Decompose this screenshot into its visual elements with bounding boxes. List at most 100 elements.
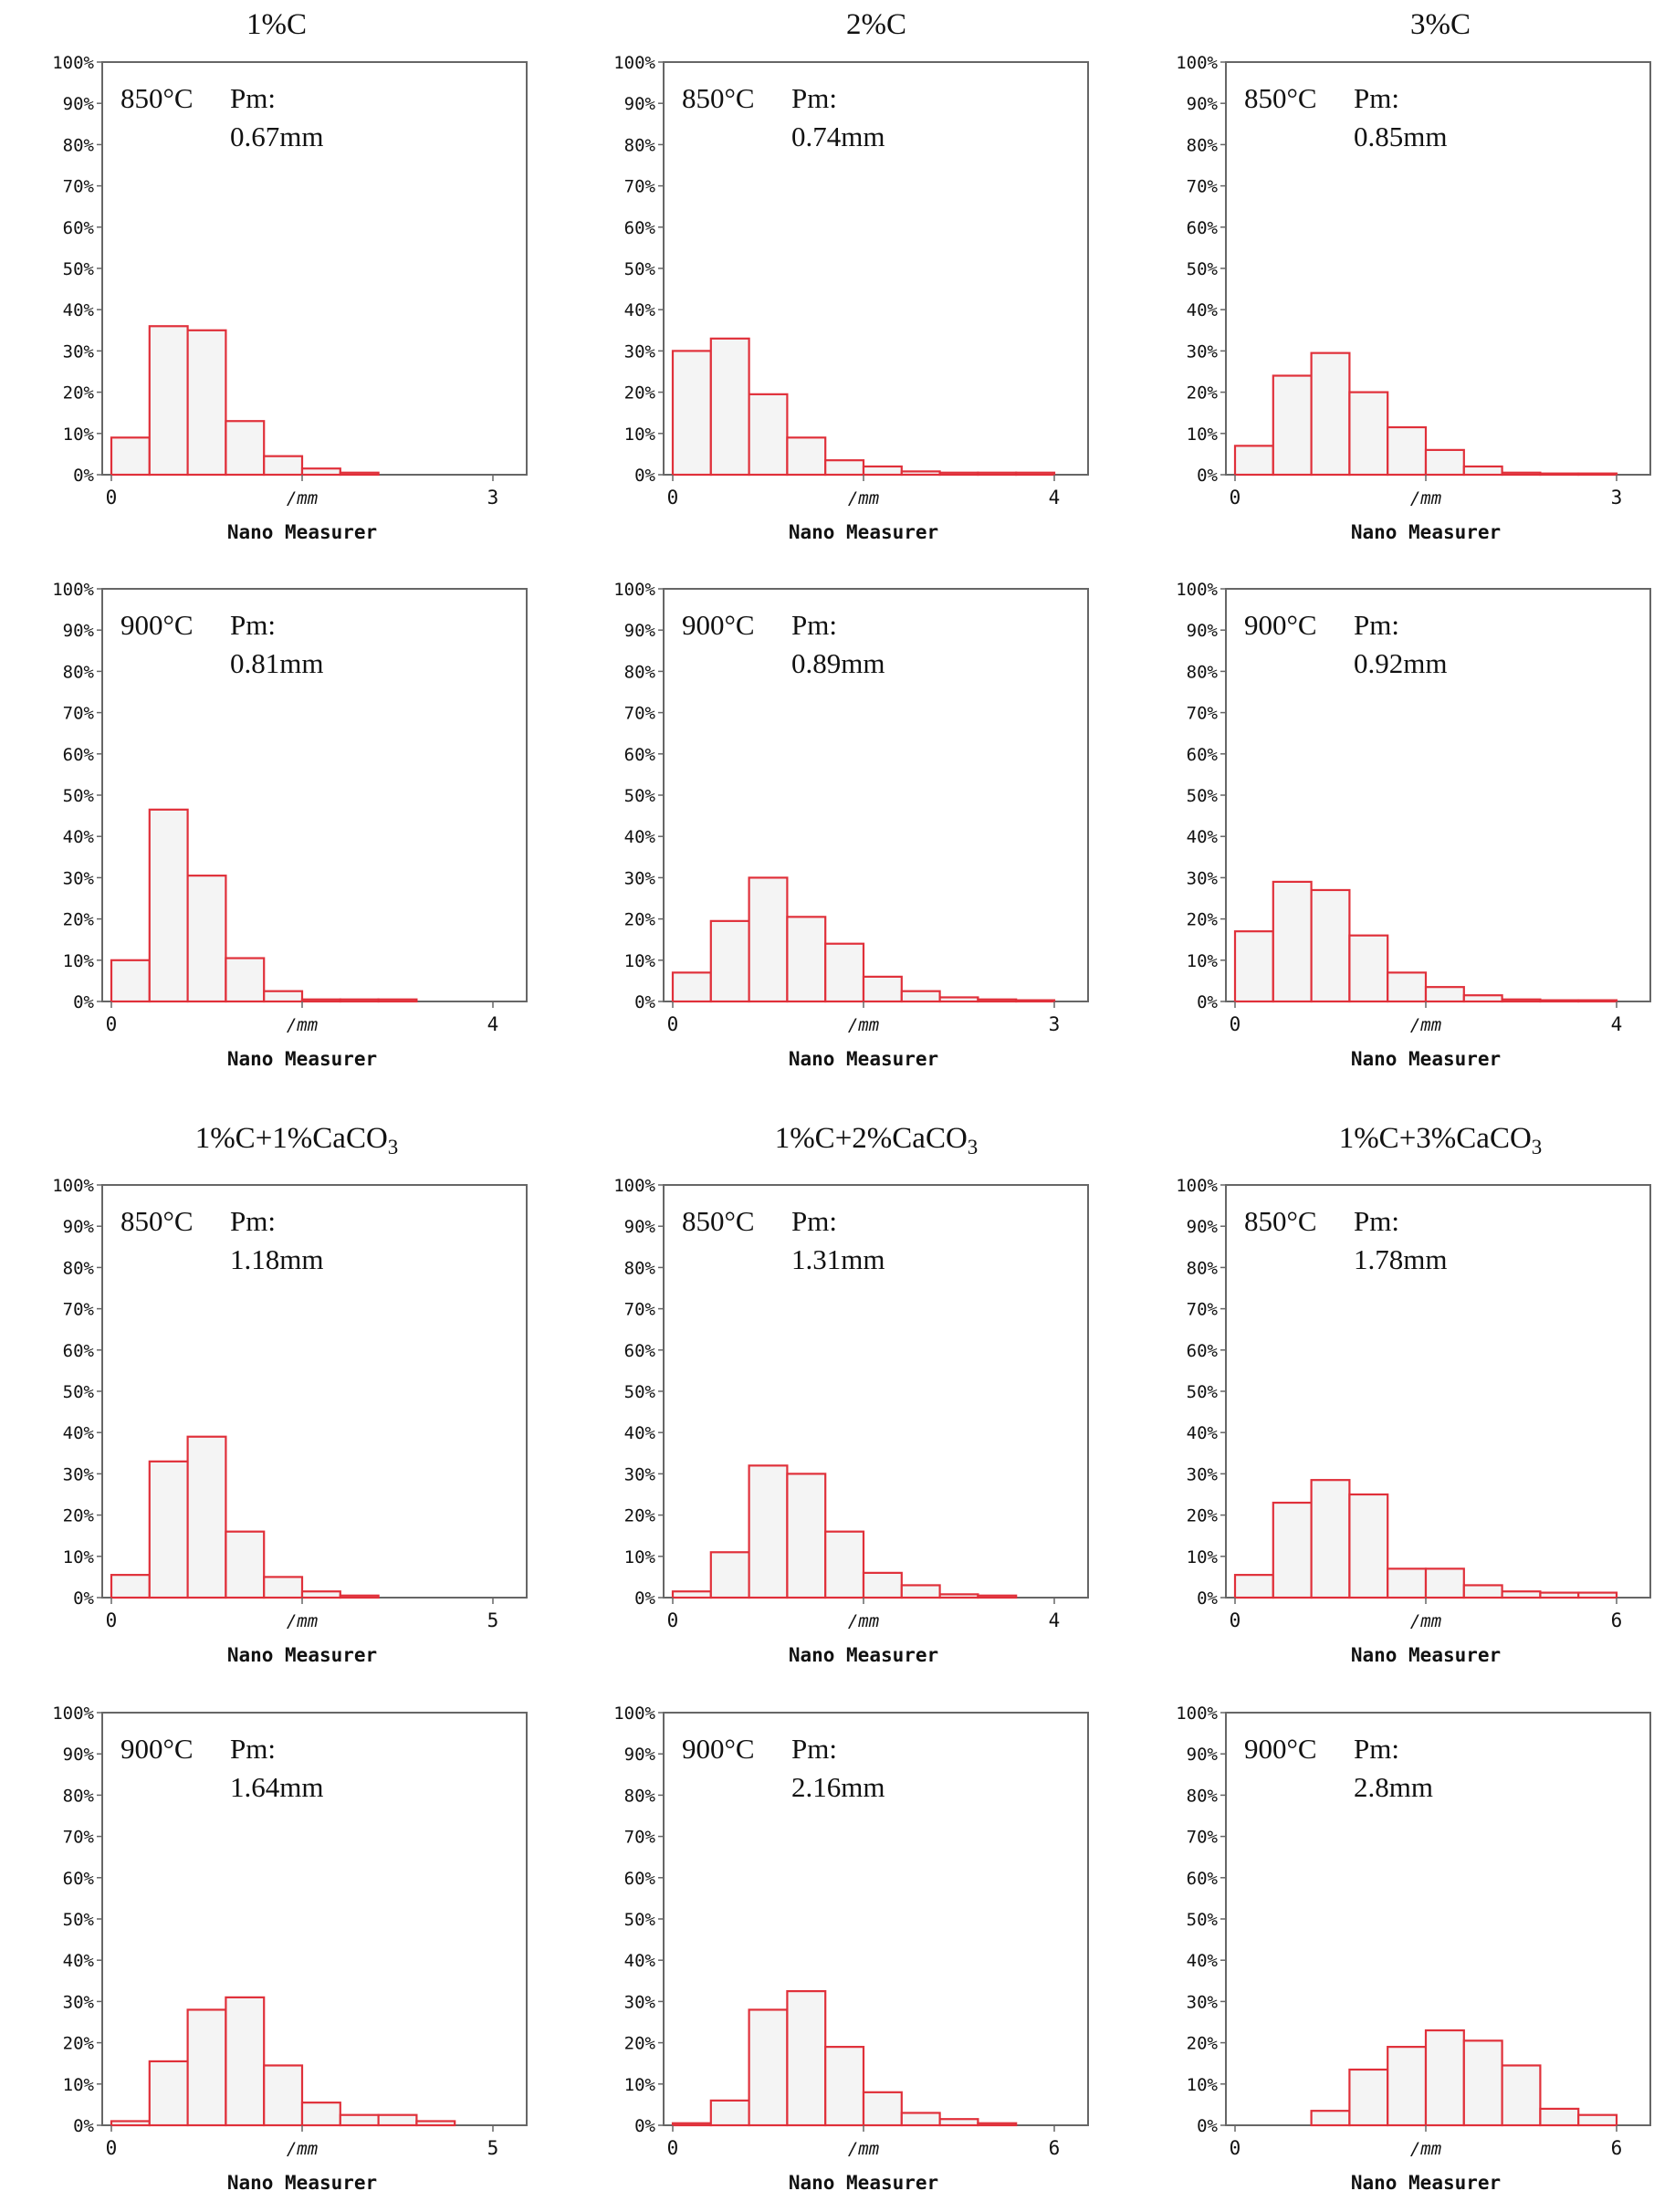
y-tick-label: 70% [63,1828,95,1848]
histogram-panel: 0% 10% 20% 30% 40% 50% 60% 70% 80% 90% 100% 0 4/mm Na… [613,53,1089,543]
y-tick-label: 0% [73,992,94,1012]
y-tick-label: 30% [1187,1992,1219,2012]
y-tick-label: 90% [63,621,95,641]
histogram-bar [186,329,227,477]
x-unit-label: /mm [287,1611,318,1631]
x-unit-label: /mm [1410,488,1441,508]
x-tick-label: 4 [1611,1013,1623,1035]
histogram-bar [225,1530,266,1599]
x-unit-label: /mm [287,1015,318,1035]
histogram-panels: 0%10%20%30%40%50%60%70%80%90%100%0 3/mmNa… [52,53,1651,2194]
y-tick-label: 100% [613,580,655,600]
histogram-bar [862,1571,903,1599]
histogram-panel: 0% 10% 20% 30% 40% 50% 60% 70% 80% 90% 100% 0 5/mm Na… [52,1176,528,1666]
temperature-label: 900°C [682,609,755,641]
x-axis-label: Nano Measurer [1351,1048,1501,1070]
x-tick-label: 0 [667,2137,679,2159]
y-tick-label: 90% [624,94,656,114]
pm-value: 1.31mm [791,1243,885,1275]
y-tick-label: 0% [1197,1588,1218,1609]
histogram-bar [938,471,979,477]
y-tick-label: 100% [52,53,94,73]
histogram-bar [1462,465,1503,477]
histogram-panel: 0% 10% 20% 30% 40% 50% 60% 70% 80% 90% 100% 0 3/mm Na… [1176,53,1651,543]
histogram-bar [1501,998,1542,1003]
x-axis-label: Nano Measurer [227,521,377,543]
histogram-bar [225,957,266,1003]
histogram-bar [1462,2039,1503,2127]
y-tick-label: 20% [1187,1506,1219,1526]
histogram-bar [186,875,227,1003]
y-tick-label: 10% [624,2075,656,2095]
y-tick-label: 90% [63,1745,95,1765]
y-tick-label: 100% [613,1704,655,1724]
histogram-bar [977,998,1018,1003]
histogram-bar [1387,971,1428,1003]
histogram-bar [1501,471,1542,477]
y-tick-label: 60% [1187,218,1219,238]
x-tick-label: 5 [487,1609,499,1631]
title-1pct-c-3pct-caco3: 1%C+3%CaCO3 [1339,1122,1543,1158]
pm-value: 1.64mm [230,1771,323,1803]
histogram-bar [709,337,750,477]
histogram-bar [671,350,712,477]
histogram-bar [1348,391,1389,477]
histogram-bar [339,998,380,1003]
histogram-bar [824,2046,865,2127]
histogram-bar [1272,880,1313,1003]
x-tick-label: 0 [1230,487,1241,508]
y-tick-label: 80% [1187,135,1219,155]
y-tick-label: 90% [1187,94,1219,114]
temperature-label: 900°C [1244,1733,1317,1765]
y-tick-label: 10% [63,425,95,445]
y-tick-label: 60% [63,218,95,238]
pm-value: 0.85mm [1354,121,1447,152]
y-tick-label: 60% [1187,745,1219,765]
histogram-bar [148,2060,189,2127]
histogram-bar [263,2064,304,2127]
x-axis-label: Nano Measurer [1351,1644,1501,1666]
y-tick-label: 50% [624,786,656,806]
histogram-bar [977,471,1018,477]
x-axis-label: Nano Measurer [227,2172,377,2194]
y-tick-label: 70% [624,177,656,197]
pm-label: Pm: [230,609,276,641]
histogram-bar [110,1574,151,1599]
group-titles: 1%C 2%C 3%C 1%C+1%CaCO3 1%C+2%CaCO3 1%C+… [195,8,1543,1158]
pm-value: 0.89mm [791,647,885,679]
histogram-bar [938,1593,979,1599]
histogram-bar [786,916,827,1003]
y-tick-label: 80% [624,1786,656,1806]
y-tick-label: 70% [63,1300,95,1320]
y-tick-label: 10% [1187,1547,1219,1567]
y-tick-label: 80% [624,1258,656,1278]
histogram-bar [1233,930,1274,1003]
histogram-bar [938,996,979,1003]
y-tick-label: 70% [1187,704,1219,724]
histogram-bar [748,2008,789,2127]
histogram-bar [300,998,341,1003]
histogram-panel: 0% 10% 20% 30% 40% 50% 60% 70% 80% 90% 100% 0 6/mm Na… [1176,1176,1651,1666]
x-tick-label: 0 [1230,1609,1241,1631]
y-tick-label: 40% [1187,300,1219,320]
histogram-bar [671,971,712,1003]
x-tick-label: 6 [1049,2137,1061,2159]
histogram-bar [1348,2068,1389,2127]
histogram-bar [1233,1574,1274,1599]
y-tick-label: 50% [1187,1910,1219,1930]
x-unit-label: /mm [1410,1015,1441,1035]
y-tick-label: 80% [63,662,95,682]
x-tick-label: 0 [106,2137,118,2159]
histogram-panel: 0% 10% 20% 30% 40% 50% 60% 70% 80% 90% 100% 0 3/mm Na… [52,53,528,543]
y-tick-label: 0% [1197,992,1218,1012]
y-tick-label: 60% [63,1341,95,1361]
temperature-label: 900°C [1244,609,1317,641]
histogram-bar [339,1594,380,1599]
x-unit-label: /mm [848,1611,879,1631]
pm-label: Pm: [1354,1205,1399,1237]
title-1pct-c-1pct-caco3: 1%C+1%CaCO3 [195,1122,399,1158]
y-tick-label: 100% [613,53,655,73]
histogram-bar [110,959,151,1003]
y-tick-label: 40% [624,827,656,847]
histogram-panel: 0% 10% 20% 30% 40% 50% 60% 70% 80% 90% 100% 0 4/mm Na… [613,1176,1089,1666]
